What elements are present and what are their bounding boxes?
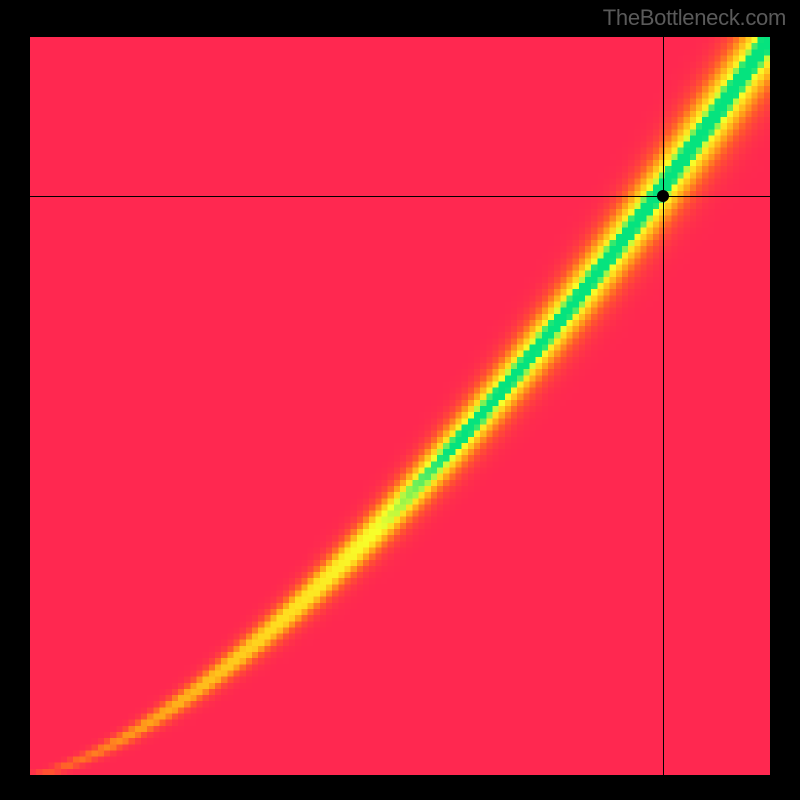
chart-container: TheBottleneck.com [0, 0, 800, 800]
selected-point-marker [657, 190, 669, 202]
crosshair-vertical [663, 37, 664, 775]
watermark-text: TheBottleneck.com [603, 5, 786, 31]
heatmap-plot [30, 37, 770, 775]
heatmap-canvas [30, 37, 770, 775]
